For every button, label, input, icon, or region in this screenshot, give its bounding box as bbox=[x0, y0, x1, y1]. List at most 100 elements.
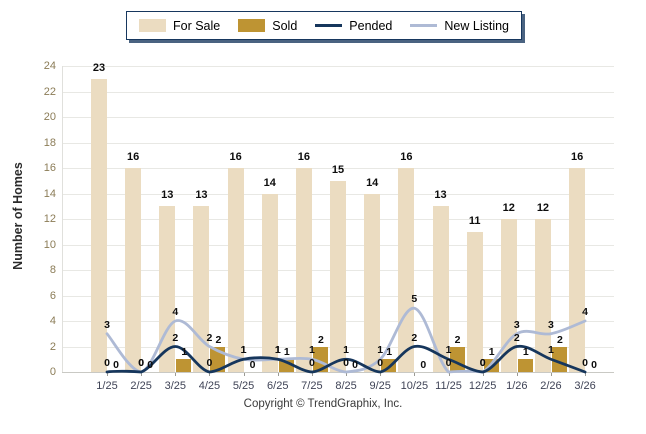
x-axis-line bbox=[62, 372, 614, 373]
x-tick-label: 2/26 bbox=[540, 380, 562, 392]
gridline bbox=[62, 142, 614, 144]
y-tick-label: 18 bbox=[43, 136, 56, 149]
for-sale-bar bbox=[91, 78, 107, 372]
x-tick-label: 6/25 bbox=[267, 380, 289, 392]
for-sale-value-label: 14 bbox=[263, 176, 276, 189]
x-tick-mark bbox=[516, 373, 518, 376]
x-tick-label: 9/25 bbox=[369, 380, 391, 392]
y-axis-line bbox=[62, 66, 63, 372]
x-tick-mark bbox=[414, 373, 416, 376]
x-tick-mark bbox=[107, 373, 108, 376]
x-tick-mark bbox=[243, 373, 245, 376]
pended-value-label: 0 bbox=[104, 357, 110, 369]
x-tick-label: 3/26 bbox=[574, 380, 596, 392]
y-tick-label: 6 bbox=[49, 289, 56, 302]
sold-value-label: 0 bbox=[352, 359, 358, 371]
for-sale-value-label: 13 bbox=[195, 189, 208, 202]
pended-value-label: 2 bbox=[513, 331, 520, 344]
for-sale-bar bbox=[125, 168, 142, 372]
x-tick-label: 11/25 bbox=[435, 380, 462, 392]
new-listing-value-label: 3 bbox=[548, 318, 554, 331]
y-tick-label: 22 bbox=[43, 85, 56, 98]
sold-value-label: 0 bbox=[147, 359, 154, 371]
sold-value-label: 2 bbox=[215, 333, 222, 346]
legend: For Sale Sold Pended New Listing bbox=[126, 11, 523, 40]
for-sale-value-label: 16 bbox=[400, 151, 413, 163]
new-listing-value-label: 1 bbox=[308, 344, 315, 357]
x-tick-label: 5/25 bbox=[232, 380, 255, 392]
y-tick-label: 24 bbox=[43, 60, 56, 72]
x-tick-mark bbox=[311, 373, 313, 376]
x-tick-label: 3/25 bbox=[164, 380, 186, 392]
pended-value-label: 1 bbox=[548, 344, 554, 357]
x-tick-label: 1/25 bbox=[96, 380, 118, 392]
x-tick-mark bbox=[380, 373, 382, 376]
gridline bbox=[62, 117, 614, 118]
pended-value-label: 0 bbox=[138, 357, 145, 369]
for-sale-value-label: 13 bbox=[434, 189, 447, 202]
for-sale-value-label: 16 bbox=[127, 151, 140, 163]
y-tick-label: 12 bbox=[43, 213, 56, 225]
new-listing-value-label: 0 bbox=[479, 357, 486, 369]
gridline bbox=[62, 168, 614, 169]
pended-value-label: 0 bbox=[479, 357, 486, 369]
pended-value-label: 0 bbox=[582, 357, 589, 369]
new-listing-value-label: 1 bbox=[240, 344, 247, 357]
x-tick-mark bbox=[277, 373, 279, 376]
for-sale-value-label: 15 bbox=[331, 163, 345, 176]
y-tick-label: 0 bbox=[49, 366, 56, 378]
pended-value-label: 1 bbox=[343, 344, 349, 357]
new-listing-value-label: 0 bbox=[445, 357, 452, 369]
for-sale-value-label: 16 bbox=[297, 151, 311, 163]
new-listing-value-label: 1 bbox=[377, 344, 384, 357]
pended-value-label: 1 bbox=[274, 344, 281, 357]
sold-value-label: 0 bbox=[420, 359, 427, 371]
sold-value-label: 0 bbox=[249, 359, 256, 371]
new-listing-value-label: 0 bbox=[343, 357, 349, 369]
sold-value-label: 2 bbox=[557, 333, 563, 346]
new-listing-value-label: 3 bbox=[104, 318, 110, 331]
sold-value-label: 1 bbox=[283, 346, 290, 359]
x-tick-label: 10/25 bbox=[400, 380, 429, 392]
x-tick-label: 4/25 bbox=[198, 380, 221, 392]
new-listing-value-label: 4 bbox=[172, 306, 179, 318]
for-sale-swatch-icon bbox=[139, 19, 166, 32]
x-tick-label: 2/25 bbox=[130, 380, 152, 392]
sold-value-label: 1 bbox=[181, 346, 188, 359]
new-listing-value-label: 2 bbox=[206, 331, 213, 344]
pended-value-label: 1 bbox=[445, 344, 452, 357]
sold-bar bbox=[517, 359, 533, 372]
x-tick-mark bbox=[550, 373, 552, 376]
for-sale-value-label: 11 bbox=[468, 214, 481, 227]
sold-value-label: 1 bbox=[386, 346, 393, 359]
pended-value-label: 2 bbox=[172, 331, 179, 344]
x-tick-mark bbox=[482, 373, 484, 376]
new-listing-value-label: 5 bbox=[411, 293, 418, 306]
for-sale-value-label: 16 bbox=[570, 151, 584, 163]
for-sale-value-label: 23 bbox=[92, 61, 106, 74]
x-tick-label: 8/25 bbox=[335, 380, 357, 392]
gridline bbox=[62, 66, 614, 67]
new-listing-value-label: 3 bbox=[513, 318, 520, 331]
pended-value-label: 1 bbox=[240, 344, 247, 357]
for-sale-value-label: 12 bbox=[502, 202, 515, 214]
for-sale-value-label: 12 bbox=[536, 202, 550, 214]
legend-item-sold: Sold bbox=[238, 19, 297, 33]
legend-label: Pended bbox=[349, 18, 393, 33]
sold-value-label: 1 bbox=[522, 346, 529, 359]
legend-item-new-listing: New Listing bbox=[410, 19, 509, 33]
y-tick-label: 8 bbox=[49, 264, 56, 276]
x-tick-mark bbox=[175, 373, 177, 376]
legend-label: For Sale bbox=[173, 18, 221, 33]
sold-value-label: 1 bbox=[488, 346, 495, 359]
pended-value-label: 0 bbox=[206, 357, 213, 369]
new-listing-value-label: 0 bbox=[138, 357, 145, 369]
sold-value-label: 0 bbox=[591, 359, 598, 371]
sold-bar bbox=[176, 359, 192, 372]
y-tick-label: 10 bbox=[43, 238, 56, 251]
new-listing-swatch-icon bbox=[410, 24, 438, 27]
copyright-text: Copyright © TrendGraphix, Inc. bbox=[243, 398, 403, 410]
pended-value-label: 2 bbox=[411, 331, 418, 344]
